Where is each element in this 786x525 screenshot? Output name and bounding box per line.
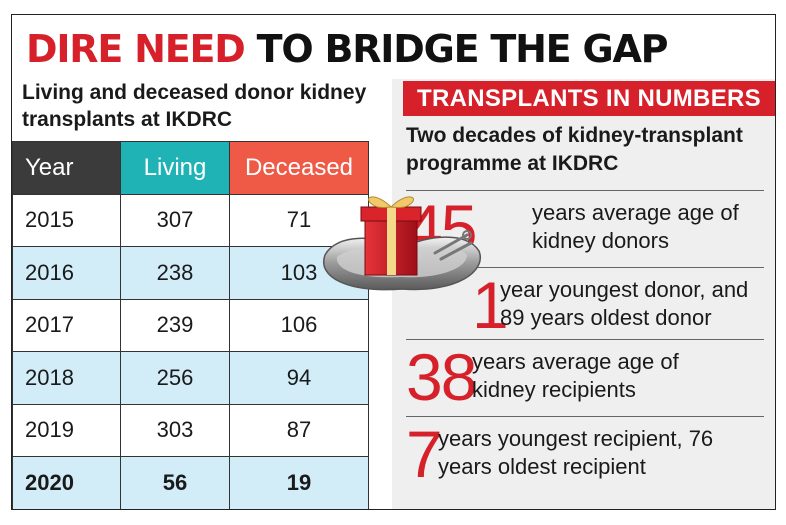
column-header-living: Living [120,141,230,195]
cell-year: 2019 [12,403,121,457]
cell-living: 303 [120,403,230,457]
table-row: 2018 256 94 [12,351,369,405]
stat-value: 7 [406,417,443,491]
stat-item: 38 years average age of kidney recipient… [406,340,771,422]
cell-deceased: 19 [229,456,369,509]
divider [406,267,764,268]
cell-year: 2015 [12,193,121,247]
cell-living: 56 [120,456,230,509]
stat-item: 7 years youngest recipient, 76 years old… [406,417,771,499]
divider [406,416,764,417]
cell-living: 256 [120,351,230,405]
gift-box-on-kidney-tray-icon [323,196,481,291]
cell-deceased: 106 [229,298,369,352]
numbers-panel [392,79,775,509]
cell-living: 307 [120,193,230,247]
stat-text-line2: kidney donors [532,228,669,253]
transplant-table: Year Living Deceased 2015 307 71 2016 23… [12,141,369,509]
numbers-subtitle: Two decades of kidney-transplant program… [406,124,743,175]
stat-item: 1 year youngest donor, and 89 years olde… [406,268,771,350]
cell-deceased: 71 [229,193,369,247]
column-header-year: Year [12,141,121,195]
headline-highlight: DIRE NEED [26,27,246,71]
headline: DIRE NEED TO BRIDGE THE GAP [26,25,669,73]
table-row: 2019 303 87 [12,403,369,457]
stat-text-line2: 89 years oldest donor [500,305,712,330]
cell-year: 2020 [12,456,121,509]
table-row: 2017 239 106 [12,298,369,352]
cell-living: 238 [120,246,230,300]
stat-text-line2: kidney recipients [472,377,636,402]
table-header-row: Year Living Deceased [12,141,369,195]
cell-year: 2017 [12,298,121,352]
infographic-frame: DIRE NEED TO BRIDGE THE GAP Living and d… [11,14,776,510]
cell-year: 2016 [12,246,121,300]
stat-text-line2: years oldest recipient [438,454,646,479]
stat-value: 1 [472,268,509,342]
cell-living: 239 [120,298,230,352]
table-row: 2015 307 71 [12,193,369,247]
cell-year: 2018 [12,351,121,405]
table-row-highlighted: 2020 56 19 [12,456,369,509]
table-row: 2016 238 103 [12,246,369,300]
cell-deceased: 94 [229,351,369,405]
column-header-deceased: Deceased [229,141,369,195]
stat-text-line1: years youngest recipient, 76 [438,426,714,451]
stat-value: 38 [406,340,477,414]
divider [406,339,764,340]
headline-rest: TO BRIDGE THE GAP [256,27,669,71]
cell-deceased: 87 [229,403,369,457]
stat-text-line1: years average age of [472,349,679,374]
divider [406,190,764,191]
table-subtitle: Living and deceased donor kidney transpl… [22,81,367,131]
numbers-banner: TRANSPLANTS IN NUMBERS [403,81,775,116]
stat-text-line1: years average age of [532,200,739,225]
stat-text-line1: year youngest donor, and [500,277,749,302]
